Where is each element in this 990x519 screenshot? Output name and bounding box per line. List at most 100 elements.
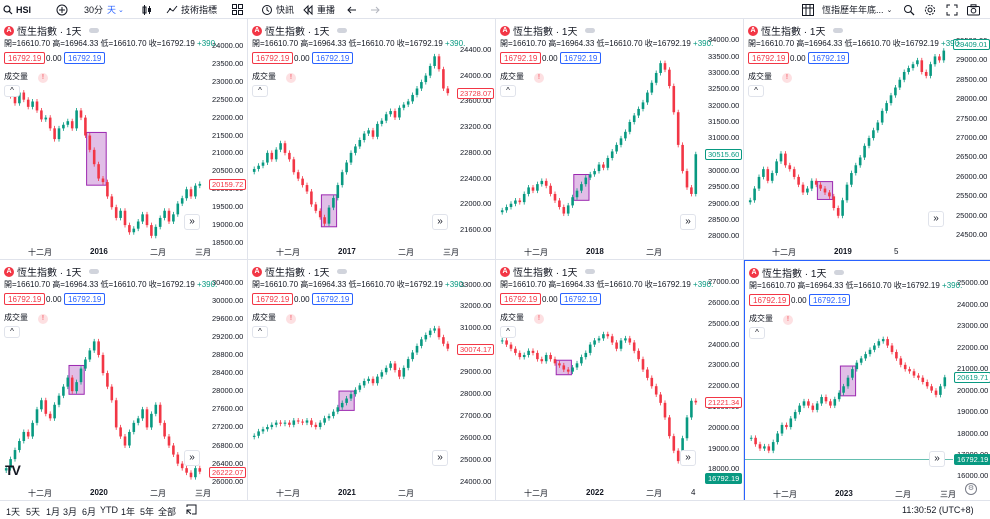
hide-series-icon[interactable] <box>89 28 100 33</box>
replay-button[interactable]: 重播 <box>302 3 335 16</box>
undo-button[interactable] <box>347 3 358 16</box>
collapse-legend-button[interactable]: ^ <box>500 326 516 338</box>
warning-icon[interactable]: ! <box>534 73 544 83</box>
series-legend[interactable]: A 恆生指數 · 1天 <box>500 264 596 279</box>
highlight-box[interactable] <box>86 131 107 186</box>
redo-button[interactable] <box>369 3 380 16</box>
series-legend[interactable]: A 恆生指數 · 1天 <box>500 23 596 38</box>
chart-pane-2017[interactable]: 24400.00 24000.00 23600.00 23200.00 22800.00… <box>248 19 496 260</box>
series-legend[interactable]: A 恆生指數 · 1天 <box>748 23 844 38</box>
interval-dropdown[interactable]: 天 ⌄ <box>107 3 124 16</box>
warning-icon[interactable]: ! <box>534 314 544 324</box>
candlestick-chart[interactable] <box>496 260 744 501</box>
series-legend[interactable]: A 恆生指數 · 1天 <box>4 23 100 38</box>
ask-price[interactable]: 16792.19 <box>312 52 354 64</box>
series-legend[interactable]: A 恆生指數 · 1天 <box>749 265 845 280</box>
warning-icon[interactable]: ! <box>286 73 296 83</box>
volume-legend[interactable]: 成交量! <box>4 71 48 83</box>
bid-price[interactable]: 16792.19 <box>748 52 790 64</box>
bid-price[interactable]: 16792.19 <box>4 293 46 305</box>
chart-type-button[interactable] <box>141 3 153 16</box>
warning-icon[interactable]: ! <box>783 315 793 325</box>
volume-legend[interactable]: 成交量! <box>500 71 544 83</box>
scroll-to-realtime-button[interactable]: » <box>680 450 696 466</box>
range-5d[interactable]: 5天 <box>26 507 41 517</box>
chart-pane-2021[interactable]: 33000.0032000.0031000.0030000.0029000.00… <box>248 260 496 501</box>
warning-icon[interactable]: ! <box>38 73 48 83</box>
interval-button[interactable]: 30分 <box>84 5 104 15</box>
scroll-to-realtime-button[interactable]: » <box>432 450 448 466</box>
ask-price[interactable]: 16792.19 <box>560 293 602 305</box>
compare-button[interactable] <box>56 3 68 16</box>
volume-legend[interactable]: 成交量! <box>252 71 296 83</box>
candlestick-chart[interactable] <box>248 260 496 501</box>
scroll-to-realtime-button[interactable]: » <box>929 451 945 467</box>
scroll-to-realtime-button[interactable]: » <box>184 450 200 466</box>
candlestick-chart[interactable] <box>744 19 990 260</box>
hide-series-icon[interactable] <box>833 28 844 33</box>
range-5y[interactable]: 5年 <box>140 507 155 517</box>
range-1y[interactable]: 1年 <box>121 507 136 517</box>
hide-series-icon[interactable] <box>585 269 596 274</box>
chart-pane-2023[interactable]: 25000.00 24000.00 23000.00 22000.00 21000.00… <box>744 260 990 501</box>
layout-grid-button[interactable] <box>232 3 243 16</box>
zoom-button[interactable] <box>903 3 915 16</box>
scroll-to-realtime-button[interactable]: » <box>432 214 448 230</box>
collapse-legend-button[interactable]: ^ <box>252 326 268 338</box>
ask-price[interactable]: 16792.19 <box>809 294 851 306</box>
series-legend[interactable]: A 恆生指數 · 1天 <box>4 264 100 279</box>
candlestick-chart[interactable] <box>0 19 248 260</box>
collapse-legend-button[interactable]: ^ <box>252 85 268 97</box>
chart-pane-2018[interactable]: 34000.00 33500.00 33000.00 32500.00 32000.00… <box>496 19 744 260</box>
hide-series-icon[interactable] <box>337 269 348 274</box>
hide-series-icon[interactable] <box>337 28 348 33</box>
bid-price[interactable]: 16792.19 <box>252 293 294 305</box>
range-1d[interactable]: 1天 <box>6 507 21 517</box>
hide-series-icon[interactable] <box>834 270 845 275</box>
warning-icon[interactable]: ! <box>38 314 48 324</box>
candlestick-chart[interactable] <box>745 261 990 501</box>
fullscreen-button[interactable] <box>946 3 958 16</box>
snapshot-button[interactable] <box>967 3 980 16</box>
settings-button[interactable] <box>924 3 936 16</box>
volume-legend[interactable]: 成交量! <box>252 312 296 324</box>
goto-date-button[interactable] <box>186 504 197 517</box>
layout-manager[interactable]: 恆指歷年年底... ⌄ <box>802 3 892 16</box>
volume-legend[interactable]: 成交量! <box>748 71 792 83</box>
candlestick-chart[interactable] <box>496 19 744 260</box>
range-1m[interactable]: 1月 <box>46 507 61 517</box>
range-all[interactable]: 全部 <box>158 507 177 517</box>
candlestick-chart[interactable] <box>248 19 496 260</box>
collapse-legend-button[interactable]: ^ <box>500 85 516 97</box>
hide-series-icon[interactable] <box>89 269 100 274</box>
collapse-legend-button[interactable]: ^ <box>4 326 20 338</box>
chart-pane-2016[interactable]: 24000.00 23500.00 23000.00 22500.00 22000.00… <box>0 19 248 260</box>
volume-legend[interactable]: 成交量! <box>500 312 544 324</box>
collapse-legend-button[interactable]: ^ <box>749 327 765 339</box>
volume-legend[interactable]: 成交量! <box>4 312 48 324</box>
range-3m[interactable]: 3月 <box>63 507 78 517</box>
volume-legend[interactable]: 成交量! <box>749 313 793 325</box>
chart-pane-2019[interactable]: 29500.0029000.0028500.0028000.0027500.00… <box>744 19 990 260</box>
hide-series-icon[interactable] <box>585 28 596 33</box>
ask-price[interactable]: 16792.19 <box>64 293 106 305</box>
collapse-legend-button[interactable]: ^ <box>748 85 764 97</box>
ask-price[interactable]: 16792.19 <box>64 52 106 64</box>
ask-price[interactable]: 16792.19 <box>560 52 602 64</box>
alert-button[interactable]: 快訊 <box>261 3 294 16</box>
scroll-to-realtime-button[interactable]: » <box>184 214 200 230</box>
chart-pane-2022[interactable]: 27000.00 26000.00 25000.00 24000.00 23000.00… <box>496 260 744 501</box>
scroll-to-realtime-button[interactable]: » <box>680 214 696 230</box>
indicators-button[interactable]: 技術指標 <box>166 3 217 16</box>
settings-gear-icon[interactable]: ⚙ <box>965 483 977 495</box>
bid-price[interactable]: 16792.19 <box>500 52 542 64</box>
ask-price[interactable]: 16792.19 <box>808 52 850 64</box>
candlestick-chart[interactable] <box>0 260 248 501</box>
bid-price[interactable]: 16792.19 <box>500 293 542 305</box>
warning-icon[interactable]: ! <box>782 73 792 83</box>
range-ytd[interactable]: YTD <box>100 505 118 515</box>
bid-price[interactable]: 16792.19 <box>749 294 791 306</box>
bid-price[interactable]: 16792.19 <box>252 52 294 64</box>
bid-price[interactable]: 16792.19 <box>4 52 46 64</box>
ask-price[interactable]: 16792.19 <box>312 293 354 305</box>
